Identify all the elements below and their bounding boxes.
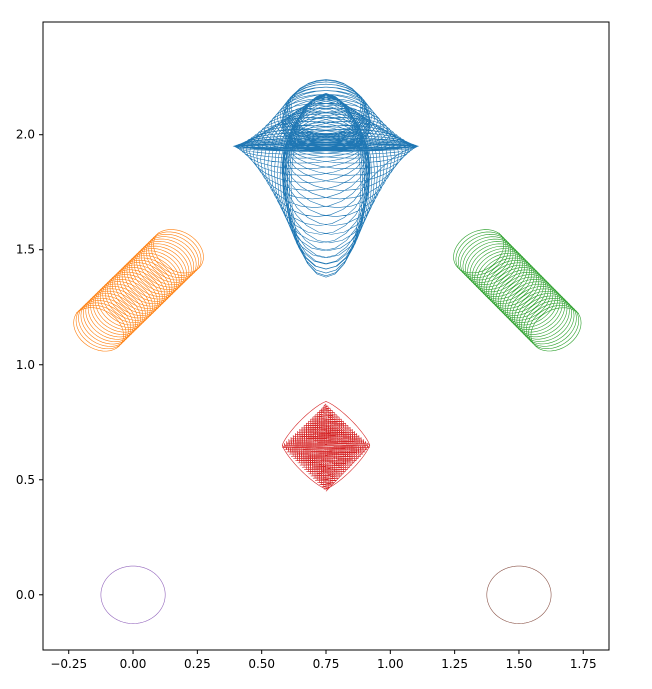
x-tick-label: 0.75: [313, 657, 340, 671]
series-green-curve: [453, 229, 582, 352]
x-tick-label: 1.75: [570, 657, 597, 671]
y-tick-label: 0.0: [16, 588, 35, 602]
x-tick-label: 1.50: [506, 657, 533, 671]
x-tick-label: 0.00: [120, 657, 147, 671]
x-tick-label: 1.00: [377, 657, 404, 671]
y-tick-label: 0.5: [16, 473, 35, 487]
y-tick-label: 1.5: [16, 243, 35, 257]
y-axis: 0.0 0.5 1.0 1.5 2.0: [16, 128, 43, 602]
x-tick-label: 0.25: [184, 657, 211, 671]
series-brown-curve: [486, 565, 552, 624]
series-purple-curve: [100, 565, 166, 624]
x-tick-label: 0.50: [248, 657, 275, 671]
y-tick-label: 2.0: [16, 128, 35, 142]
series-orange-curve: [73, 229, 204, 352]
x-axis: −0.25 0.00 0.25 0.50 0.75 1.00 1.25 1.50 1.75: [50, 650, 597, 671]
series-layer: [73, 79, 582, 624]
series-blue-curve: [232, 79, 419, 278]
x-tick-label: −0.25: [50, 657, 87, 671]
y-tick-label: 1.0: [16, 358, 35, 372]
series-red-curve: [282, 403, 371, 492]
series-red-outline: [281, 401, 371, 490]
x-tick-label: 1.25: [441, 657, 468, 671]
